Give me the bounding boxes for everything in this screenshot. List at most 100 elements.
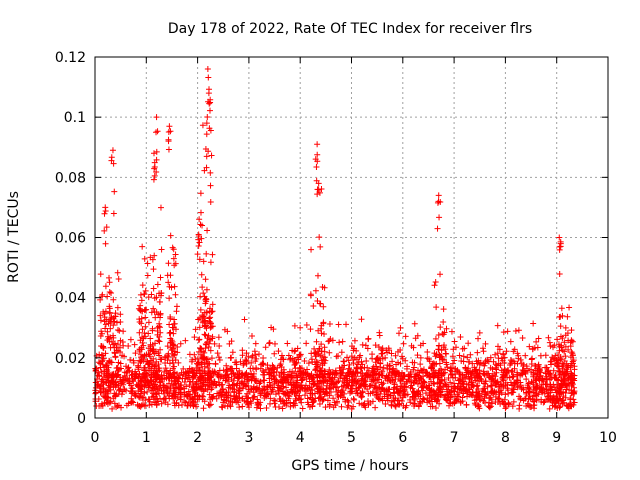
data-point <box>157 311 164 318</box>
data-point <box>99 291 106 298</box>
data-point <box>552 387 559 394</box>
data-point <box>414 332 421 339</box>
data-point <box>454 384 461 391</box>
data-point <box>199 222 206 229</box>
data-point <box>464 354 471 361</box>
data-point <box>162 365 169 372</box>
data-point <box>291 390 298 397</box>
data-point <box>101 227 108 234</box>
data-point <box>195 242 202 249</box>
data-point <box>98 352 105 359</box>
data-point <box>428 386 435 393</box>
data-point <box>547 361 554 368</box>
data-point <box>437 365 444 372</box>
data-point <box>488 382 495 389</box>
data-point <box>313 163 320 170</box>
plot-border <box>94 56 609 419</box>
data-point <box>493 381 500 388</box>
data-point <box>99 344 106 351</box>
data-point <box>141 389 148 396</box>
data-point <box>184 392 191 399</box>
data-point <box>384 365 391 372</box>
data-point <box>144 360 151 367</box>
data-point <box>170 341 177 348</box>
data-point <box>192 326 199 333</box>
data-point <box>115 366 122 373</box>
x-tick-label: 2 <box>193 430 202 446</box>
data-point <box>151 309 158 316</box>
data-point <box>568 349 575 356</box>
data-point <box>201 309 208 316</box>
data-point <box>198 374 205 381</box>
data-point <box>436 385 443 392</box>
data-point <box>419 398 426 405</box>
data-point <box>539 388 546 395</box>
data-point <box>184 402 191 409</box>
data-point <box>456 370 463 377</box>
data-point <box>440 319 447 326</box>
data-point <box>198 383 205 390</box>
data-point <box>166 330 173 337</box>
data-point <box>198 361 205 368</box>
data-point <box>229 349 236 356</box>
data-point <box>562 343 569 350</box>
data-point <box>455 393 462 400</box>
data-point <box>530 373 537 380</box>
data-point <box>513 371 520 378</box>
data-point <box>571 377 578 384</box>
data-point <box>225 397 232 404</box>
data-point <box>351 396 358 403</box>
data-point <box>362 342 369 349</box>
data-point <box>568 380 575 387</box>
data-point <box>524 382 531 389</box>
data-point <box>400 388 407 395</box>
data-point <box>380 380 387 387</box>
data-point <box>547 381 554 388</box>
data-point <box>406 396 413 403</box>
data-point <box>478 393 485 400</box>
data-point <box>264 390 271 397</box>
data-point <box>178 393 185 400</box>
data-point <box>372 404 379 411</box>
data-point <box>220 375 227 382</box>
data-point <box>96 383 103 390</box>
data-point <box>510 373 517 380</box>
data-point <box>334 391 341 398</box>
data-point <box>196 256 203 263</box>
data-point <box>115 382 122 389</box>
data-point <box>473 394 480 401</box>
data-point <box>435 331 442 338</box>
data-point <box>467 368 474 375</box>
data-point <box>345 402 352 409</box>
data-point <box>490 378 497 385</box>
data-point <box>570 357 577 364</box>
data-point <box>350 403 357 410</box>
data-point <box>310 399 317 406</box>
data-point <box>283 384 290 391</box>
data-point <box>410 380 417 387</box>
data-point <box>316 189 323 196</box>
data-point <box>151 252 158 259</box>
data-point <box>335 352 342 359</box>
data-point <box>169 338 176 345</box>
data-point <box>449 353 456 360</box>
data-point <box>528 366 535 373</box>
chart-title: Day 178 of 2022, Rate Of TEC Index for r… <box>168 21 532 37</box>
data-point <box>192 389 199 396</box>
data-point <box>185 369 192 376</box>
data-point <box>153 169 160 176</box>
data-point <box>532 362 539 369</box>
data-point <box>493 364 499 371</box>
data-point <box>200 258 207 265</box>
data-point <box>322 404 329 411</box>
data-point <box>556 385 563 392</box>
data-point <box>279 405 286 412</box>
data-point <box>550 367 557 374</box>
data-point <box>206 305 213 312</box>
data-point <box>340 382 347 389</box>
data-point <box>174 395 181 402</box>
data-point <box>353 365 360 372</box>
data-point <box>117 337 124 344</box>
data-point <box>297 352 304 359</box>
data-point <box>254 396 261 403</box>
